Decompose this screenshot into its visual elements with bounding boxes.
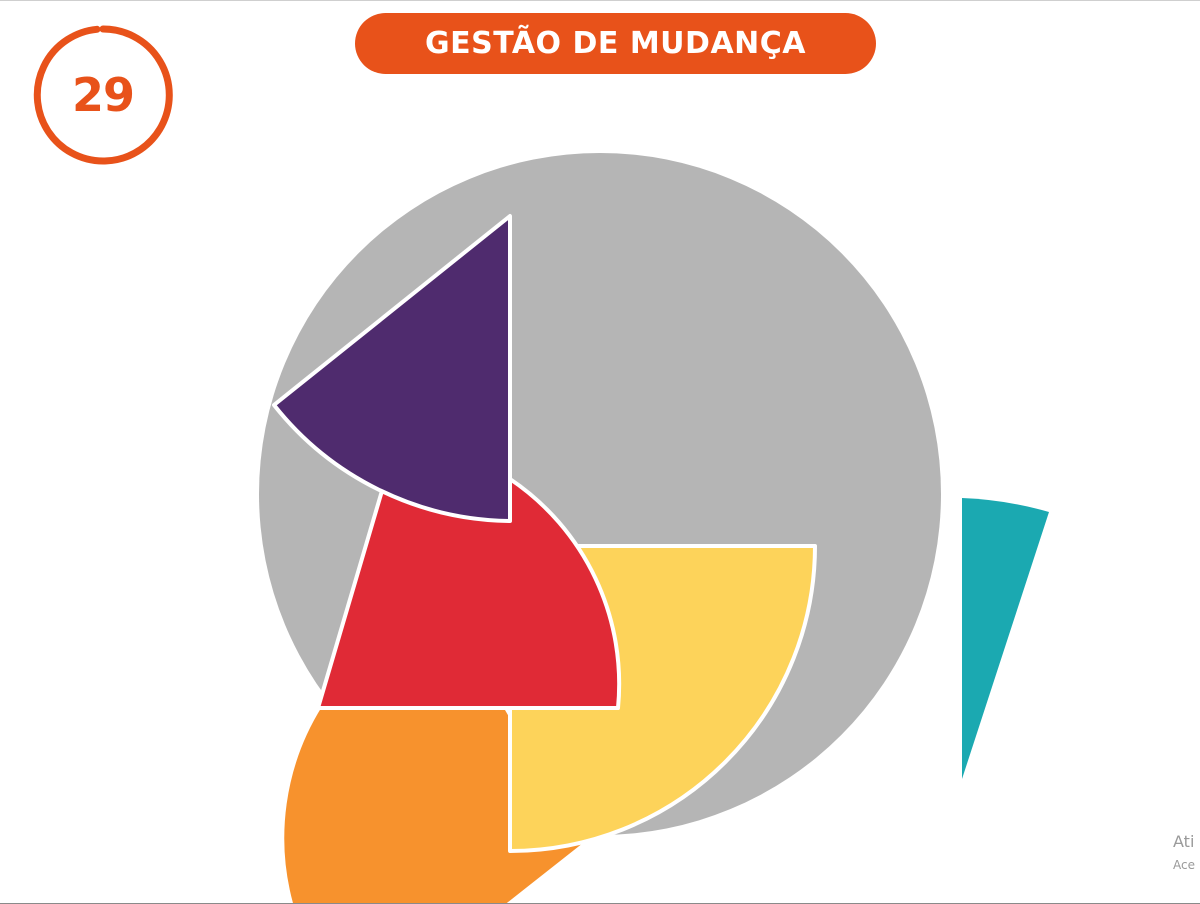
purple-wedge [272,214,512,523]
watermark-line-2: Ace [1173,858,1195,872]
slide-number-badge: 29 [33,25,173,165]
badge-ring-icon [33,25,173,165]
slide-number: 29 [71,68,135,122]
teal-wedge [962,498,1049,779]
page-title: GESTÃO DE MUDANÇA [355,13,876,74]
watermark-line-1: Ati [1173,832,1195,851]
red-wedge [316,477,622,710]
